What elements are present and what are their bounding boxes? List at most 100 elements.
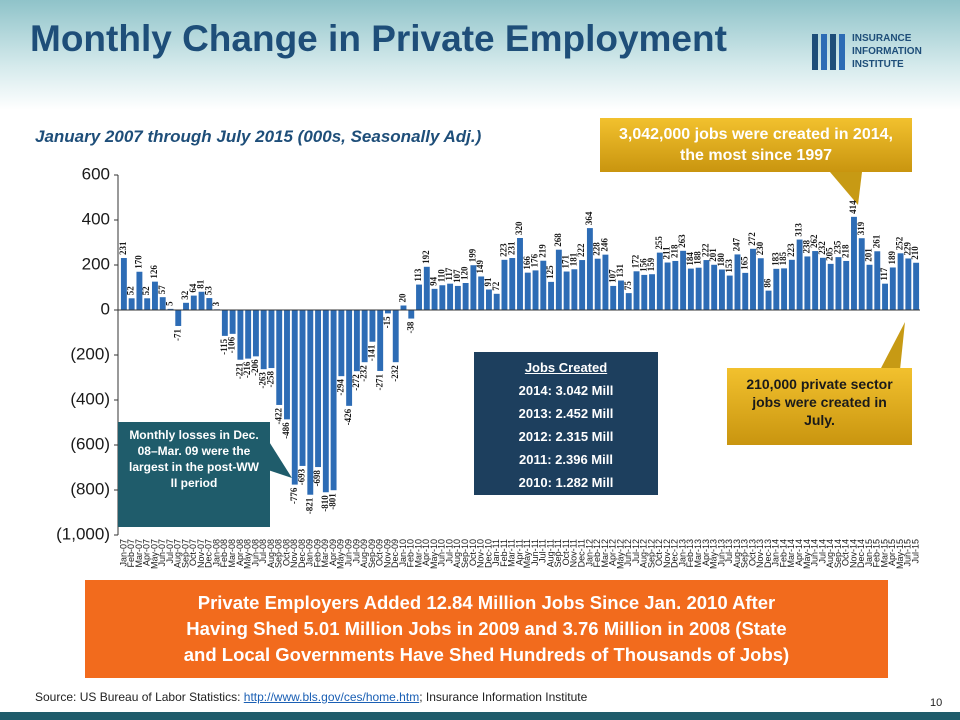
x-tick-label: Sep-12 <box>646 539 656 568</box>
data-label: -71 <box>172 328 182 340</box>
data-label: 94 <box>429 276 439 286</box>
data-label: -776 <box>289 487 299 504</box>
data-label: 229 <box>902 241 912 255</box>
bar <box>454 285 461 310</box>
source-text: ; Insurance Information Institute <box>419 690 588 704</box>
data-label: -141 <box>366 344 376 361</box>
bar <box>734 254 741 310</box>
x-tick-label: Feb-10 <box>406 539 416 568</box>
x-tick-label: Apr-10 <box>421 539 431 566</box>
bar <box>602 254 609 310</box>
x-tick-label: Oct-13 <box>747 539 757 566</box>
data-label: 165 <box>739 256 749 270</box>
x-tick-label: Mar-09 <box>320 539 330 568</box>
x-tick-label: Nov-09 <box>382 539 392 568</box>
data-label: -216 <box>242 361 252 378</box>
callout-pointer <box>268 440 292 478</box>
callout-2014: 3,042,000 jobs were created in 2014, the… <box>600 118 912 172</box>
data-label: 219 <box>537 244 547 258</box>
bar <box>447 283 454 310</box>
data-label: -258 <box>266 371 276 388</box>
data-label: 319 <box>856 221 866 235</box>
x-tick-label: Jan-14 <box>771 539 781 567</box>
x-tick-label: Jul-11 <box>538 539 548 563</box>
x-tick-label: Apr-12 <box>608 539 618 566</box>
source-text: Source: US Bureau of Labor Statistics: <box>35 690 244 704</box>
x-tick-label: May-09 <box>336 539 346 569</box>
x-tick-label: Sep-10 <box>460 539 470 568</box>
bar <box>260 310 267 370</box>
chart: 600 400 200 0 (200) (400) (600) (800) (1,000) 231… <box>56 164 920 569</box>
x-tick-label: Aug-12 <box>639 539 649 568</box>
x-tick-label: Aug-11 <box>545 539 555 567</box>
bar <box>361 310 368 363</box>
data-label: 223 <box>786 243 796 257</box>
data-label: 180 <box>716 253 726 267</box>
bar <box>478 276 485 310</box>
x-tick-label: Nov-10 <box>476 539 486 568</box>
x-tick-label: Jun-12 <box>623 539 633 567</box>
x-tick-label: Feb-08 <box>219 539 229 568</box>
x-tick-label: Jun-10 <box>437 539 447 567</box>
data-label: 5 <box>165 301 175 306</box>
bar <box>703 260 710 310</box>
x-tick-label: Oct-11 <box>561 539 571 565</box>
data-label: 201 <box>864 248 874 262</box>
bar <box>718 269 725 310</box>
source-link[interactable]: http://www.bls.gov/ces/home.htm <box>243 690 420 704</box>
bar <box>470 265 477 310</box>
callout-losses: Monthly losses in Dec. 08–Mar. 09 were t… <box>118 422 270 527</box>
x-tick-label: May-07 <box>149 539 159 569</box>
x-tick-label: May-08 <box>243 539 253 569</box>
x-tick-label: May-15 <box>895 539 905 569</box>
bar <box>159 297 166 310</box>
bar <box>221 310 228 336</box>
data-label: 110 <box>436 269 446 283</box>
data-label: 185 <box>778 251 788 265</box>
y-tick-label: 200 <box>82 254 110 273</box>
data-label: 20 <box>398 293 408 303</box>
x-tick-label: Apr-15 <box>887 539 897 566</box>
data-label: 159 <box>646 257 656 271</box>
bar <box>190 295 197 310</box>
bar <box>664 262 671 310</box>
title: Monthly Change in Private Employment <box>30 18 727 59</box>
data-label: 125 <box>545 265 555 279</box>
x-tick-label: Oct-09 <box>375 539 385 566</box>
x-tick-label: Jun-07 <box>157 539 167 567</box>
bar <box>439 285 446 310</box>
data-label: 210 <box>910 246 920 260</box>
data-label: 117 <box>444 267 454 281</box>
bar <box>804 256 811 310</box>
x-tick-label: Feb-12 <box>592 539 602 568</box>
source: Source: US Bureau of Labor Statistics: h… <box>35 690 587 704</box>
x-tick-label: Jan-15 <box>864 539 874 567</box>
data-label: -426 <box>343 408 353 425</box>
data-label: 199 <box>467 248 477 262</box>
x-tick-label: May-10 <box>429 539 439 569</box>
bar <box>555 249 562 310</box>
callout-pointer <box>830 172 862 205</box>
data-label: 75 <box>623 281 633 291</box>
data-label: 211 <box>662 246 672 260</box>
bar <box>509 258 516 310</box>
bar <box>307 310 314 495</box>
data-label: 320 <box>514 221 524 235</box>
data-label: 131 <box>615 264 625 278</box>
bar <box>152 281 158 310</box>
x-tick-label: Jan-09 <box>305 539 315 567</box>
bar <box>206 298 213 310</box>
x-tick-label: Jul-14 <box>817 539 827 564</box>
data-label: 117 <box>879 267 889 281</box>
x-tick-label: Aug-14 <box>825 539 835 568</box>
bar <box>765 290 772 310</box>
x-tick-label: Dec-12 <box>670 539 680 568</box>
x-tick-label: Jan-10 <box>398 539 408 567</box>
x-tick-label: Jul-08 <box>258 539 268 564</box>
x-tick-label: Aug-07 <box>173 539 183 568</box>
data-label: 52 <box>141 286 151 296</box>
x-tick-label: Oct-14 <box>841 539 851 566</box>
x-tick-label: Jul-07 <box>165 539 175 564</box>
x-tick-label: Feb-11 <box>499 539 509 567</box>
x-tick-label: Apr-08 <box>235 539 245 566</box>
